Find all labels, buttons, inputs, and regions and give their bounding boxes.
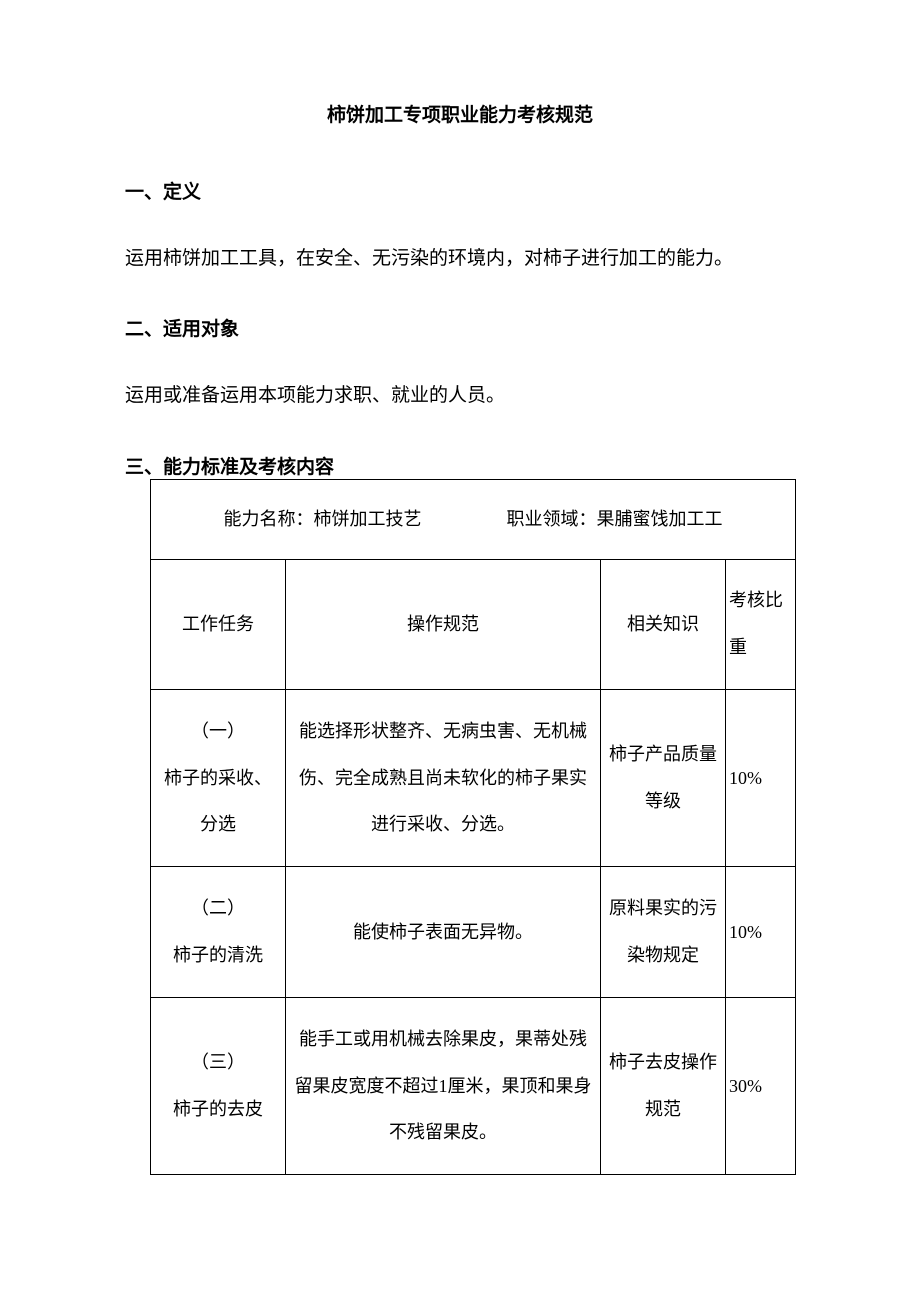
table-info-row: 能力名称：柿饼加工技艺 职业领域：果脯蜜饯加工工 <box>151 479 796 559</box>
section-2-body: 运用或准备运用本项能力求职、就业的人员。 <box>125 381 795 411</box>
task-num: （二） <box>156 885 280 932</box>
domain-value: 果脯蜜饯加工工 <box>597 509 723 529</box>
ability-name-value: 柿饼加工技艺 <box>314 509 422 529</box>
col-header-spec: 操作规范 <box>286 559 601 689</box>
cell-spec: 能使柿子表面无异物。 <box>286 867 601 998</box>
table-row: （二） 柿子的清洗 能使柿子表面无异物。 原料果实的污染物规定 10% <box>151 867 796 998</box>
col-header-task: 工作任务 <box>151 559 286 689</box>
cell-spec: 能手工或用机械去除果皮，果蒂处残留果皮宽度不超过1厘米，果顶和果身不残留果皮。 <box>286 997 601 1174</box>
cell-knowledge: 柿子去皮操作规范 <box>601 997 726 1174</box>
ability-name-pair: 能力名称：柿饼加工技艺 <box>224 496 422 543</box>
task-name: 柿子的清洗 <box>156 932 280 979</box>
ability-name-label: 能力名称： <box>224 509 314 529</box>
col-header-weight: 考核比重 <box>726 559 796 689</box>
standards-table: 能力名称：柿饼加工技艺 职业领域：果脯蜜饯加工工 工作任务 操作规范 相关知识 … <box>150 479 796 1175</box>
task-name: 柿子的去皮 <box>156 1086 280 1133</box>
section-1-heading: 一、定义 <box>125 177 795 204</box>
col-header-knowledge: 相关知识 <box>601 559 726 689</box>
section-1-body: 运用柿饼加工工具，在安全、无污染的环境内，对柿子进行加工的能力。 <box>125 244 795 274</box>
section-3-heading: 三、能力标准及考核内容 <box>125 452 795 479</box>
cell-weight: 10% <box>726 867 796 998</box>
document-title: 柿饼加工专项职业能力考核规范 <box>125 100 795 127</box>
section-2-heading: 二、适用对象 <box>125 314 795 341</box>
task-num: （一） <box>156 708 280 755</box>
cell-spec: 能选择形状整齐、无病虫害、无机械伤、完全成熟且尚未软化的柿子果实进行采收、分选。 <box>286 689 601 866</box>
cell-task: （三） 柿子的去皮 <box>151 997 286 1174</box>
domain-pair: 职业领域：果脯蜜饯加工工 <box>507 496 723 543</box>
table-header-row: 工作任务 操作规范 相关知识 考核比重 <box>151 559 796 689</box>
cell-task: （一） 柿子的采收、分选 <box>151 689 286 866</box>
cell-task: （二） 柿子的清洗 <box>151 867 286 998</box>
cell-weight: 10% <box>726 689 796 866</box>
task-name: 柿子的采收、分选 <box>156 755 280 849</box>
cell-weight: 30% <box>726 997 796 1174</box>
table-row: （一） 柿子的采收、分选 能选择形状整齐、无病虫害、无机械伤、完全成熟且尚未软化… <box>151 689 796 866</box>
domain-label: 职业领域： <box>507 509 597 529</box>
cell-knowledge: 柿子产品质量等级 <box>601 689 726 866</box>
task-num: （三） <box>156 1039 280 1086</box>
table-row: （三） 柿子的去皮 能手工或用机械去除果皮，果蒂处残留果皮宽度不超过1厘米，果顶… <box>151 997 796 1174</box>
cell-knowledge: 原料果实的污染物规定 <box>601 867 726 998</box>
